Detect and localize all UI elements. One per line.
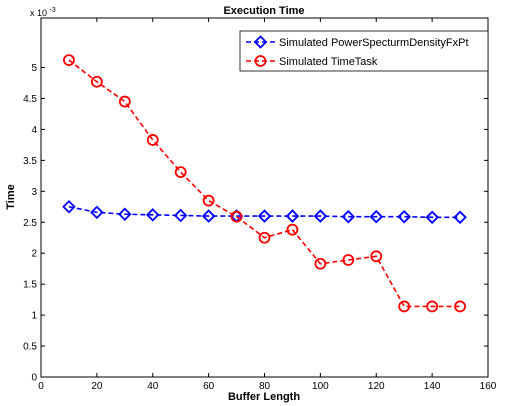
data-point-psd: [369, 209, 384, 224]
y-tick-label: 2.5: [23, 218, 37, 229]
data-point-timetask: [342, 254, 355, 266]
plot-area: [40, 17, 489, 378]
x-tick-label: 0: [38, 381, 44, 392]
data-point-psd: [285, 209, 300, 223]
data-point-psd: [453, 210, 467, 225]
data-point-timetask: [90, 75, 103, 88]
data-point-timetask: [230, 210, 243, 223]
data-point-timetask: [258, 231, 271, 244]
x-tick-label: 160: [480, 381, 497, 392]
legend-marker-timetask: [254, 55, 267, 67]
series-line-psd: [68, 205, 461, 219]
x-tick-label: 140: [424, 381, 441, 392]
x-tick-label: 100: [312, 381, 329, 392]
series-timetask: [63, 54, 466, 313]
y-axis-label: Time: [5, 184, 17, 209]
series-layer: [62, 54, 467, 313]
data-point-psd: [397, 209, 411, 224]
data-point-timetask: [202, 194, 215, 207]
y-tick-label: 4.5: [23, 94, 37, 105]
data-point-psd: [173, 208, 188, 223]
data-point-psd: [118, 207, 132, 221]
x-axis-label: Buffer Length: [228, 391, 300, 403]
legend-label-timetask: Simulated TimeTask: [279, 56, 378, 68]
y-scale-base: x 10: [30, 8, 47, 18]
data-point-timetask: [174, 166, 187, 179]
data-point-timetask: [398, 300, 411, 313]
data-point-timetask: [63, 54, 75, 66]
data-point-timetask: [426, 300, 439, 313]
x-tick-label: 40: [147, 381, 159, 392]
y-scale-exponent: -3: [50, 7, 56, 14]
data-point-psd: [341, 209, 356, 224]
data-point-timetask: [314, 257, 327, 270]
data-point-psd: [62, 200, 76, 214]
data-point-timetask: [286, 223, 299, 236]
legend: Simulated PowerSpecturmDensityFxPt Simula…: [239, 30, 489, 72]
data-point-psd: [145, 208, 160, 222]
axis-ticks: 0 20 40 60 80 100 120 140 160 0 0.5 1 1.5 2 2.5 3 3.5 4 4.…: [23, 18, 497, 392]
data-point-psd: [257, 209, 272, 223]
data-point-psd: [425, 210, 439, 225]
x-tick-label: 80: [259, 381, 271, 392]
data-point-timetask: [146, 134, 159, 146]
data-point-psd: [90, 205, 104, 220]
data-point-timetask: [118, 95, 131, 108]
data-point-timetask: [370, 250, 383, 263]
y-tick-label: 1.5: [23, 280, 37, 291]
y-tick-label: 2: [31, 249, 37, 260]
y-tick-label: 5: [31, 63, 37, 74]
chart-title: Execution Time: [223, 5, 304, 17]
data-point-psd: [313, 209, 328, 223]
x-tick-label: 120: [368, 381, 385, 392]
x-tick-label: 60: [203, 381, 215, 392]
data-point-timetask: [454, 300, 466, 313]
y-tick-label: 4: [31, 125, 37, 136]
y-tick-label: 0: [31, 373, 37, 384]
y-scale-multiplier: x 10 -3: [30, 7, 56, 18]
legend-marker-psd: [253, 35, 268, 49]
y-tick-label: 3: [31, 187, 37, 198]
data-point-psd: [201, 209, 216, 223]
y-tick-label: 1: [31, 311, 37, 322]
legend-box: [239, 30, 489, 72]
series-line-timetask: [68, 59, 461, 308]
y-tick-label: 0.5: [23, 342, 37, 353]
series-psd: [62, 200, 467, 225]
y-tick-label: 3.5: [23, 156, 37, 167]
x-tick-label: 20: [91, 381, 103, 392]
legend-label-psd: Simulated PowerSpecturmDensityFxPt: [279, 37, 469, 49]
